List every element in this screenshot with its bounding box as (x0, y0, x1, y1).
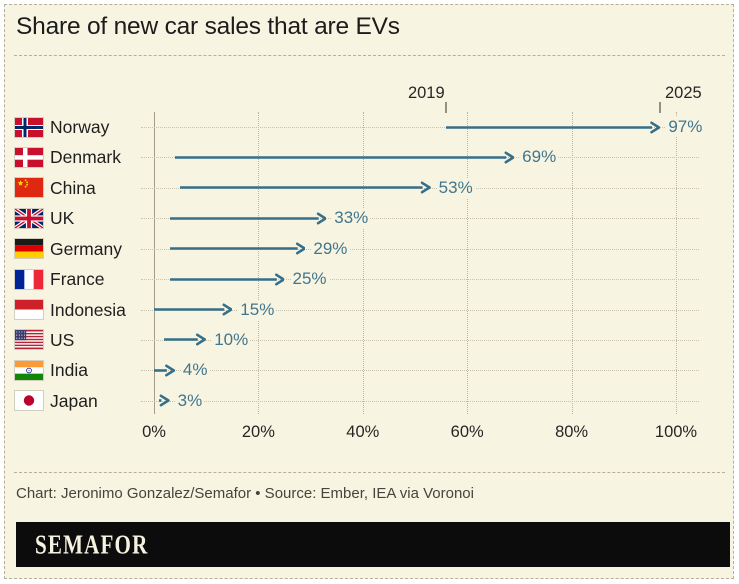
row-leader-us (141, 339, 699, 341)
us-flag-icon (14, 329, 44, 351)
trend-arrow-france (169, 273, 285, 286)
x-tick-label-0: 0% (142, 423, 166, 441)
x-tick-label-60: 60% (450, 423, 484, 441)
row-leader-germany (141, 248, 699, 250)
value-label-germany: 29% (311, 238, 350, 259)
value-label-france: 25% (290, 269, 329, 290)
india-flag-icon (14, 359, 44, 381)
denmark-flag-icon (14, 146, 44, 168)
footer-separator (14, 472, 725, 473)
row-leader-indonesia (141, 309, 699, 311)
country-label-us: US (50, 329, 75, 350)
trend-arrow-germany (169, 242, 306, 255)
x-tick-label-80: 80% (555, 423, 589, 441)
x-tick-label-40: 40% (346, 423, 380, 441)
value-label-uk: 33% (332, 208, 371, 229)
x-gridline-20 (258, 112, 260, 414)
trend-arrow-indonesia (154, 303, 233, 316)
value-label-japan: 3% (175, 390, 205, 411)
country-label-china: China (50, 177, 96, 198)
country-label-japan: Japan (50, 390, 98, 411)
year-end-tick (659, 102, 662, 113)
row-leader-france (141, 279, 699, 281)
trend-arrow-japan (159, 394, 170, 407)
france-flag-icon (14, 268, 44, 290)
trend-arrow-china (180, 181, 431, 194)
x-tick-label-20: 20% (241, 423, 275, 441)
country-label-denmark: Denmark (50, 147, 121, 168)
year-start-label: 2019 (407, 84, 445, 102)
trend-arrow-uk (169, 212, 327, 225)
value-label-india: 4% (180, 360, 210, 381)
value-label-denmark: 69% (520, 147, 559, 168)
value-label-china: 53% (436, 177, 475, 198)
trend-arrow-us (164, 333, 207, 346)
country-label-germany: Germany (50, 238, 122, 259)
x-axis-zero-line (154, 112, 155, 414)
x-gridline-60 (467, 112, 469, 414)
indonesia-flag-icon (14, 299, 44, 321)
title-separator (14, 55, 725, 56)
country-label-france: France (50, 269, 105, 290)
country-label-india: India (50, 360, 88, 381)
value-label-indonesia: 15% (238, 299, 277, 320)
trend-arrow-norway (446, 121, 661, 134)
semafor-logo-bar: SEMAFOR (16, 522, 730, 567)
trend-arrow-denmark (174, 151, 515, 164)
year-start-tick (445, 102, 448, 113)
page-title: Share of new car sales that are EVs (16, 13, 400, 40)
year-end-label: 2025 (664, 84, 702, 102)
uk-flag-icon (14, 207, 44, 229)
row-leader-india (141, 370, 699, 372)
row-leader-japan (141, 400, 699, 402)
x-tick-label-100: 100% (654, 423, 698, 441)
country-label-norway: Norway (50, 117, 110, 137)
norway-flag-icon (14, 116, 44, 138)
x-gridline-80 (571, 112, 573, 414)
trend-arrow-india (154, 364, 176, 377)
x-gridline-100 (676, 112, 677, 414)
row-leader-norway (141, 127, 699, 128)
germany-flag-icon (14, 238, 44, 260)
value-label-us: 10% (212, 329, 251, 350)
card-frame (4, 4, 734, 579)
row-leader-uk (141, 218, 699, 220)
country-label-indonesia: Indonesia (50, 299, 126, 320)
x-gridline-40 (362, 112, 364, 414)
japan-flag-icon (14, 390, 44, 412)
country-label-uk: UK (50, 208, 75, 229)
semafor-logo: SEMAFOR (35, 529, 149, 559)
value-label-norway: 97% (666, 117, 705, 137)
chart-credit: Chart: Jeronimo Gonzalez/Semafor • Sourc… (16, 485, 474, 502)
china-flag-icon (14, 177, 44, 199)
